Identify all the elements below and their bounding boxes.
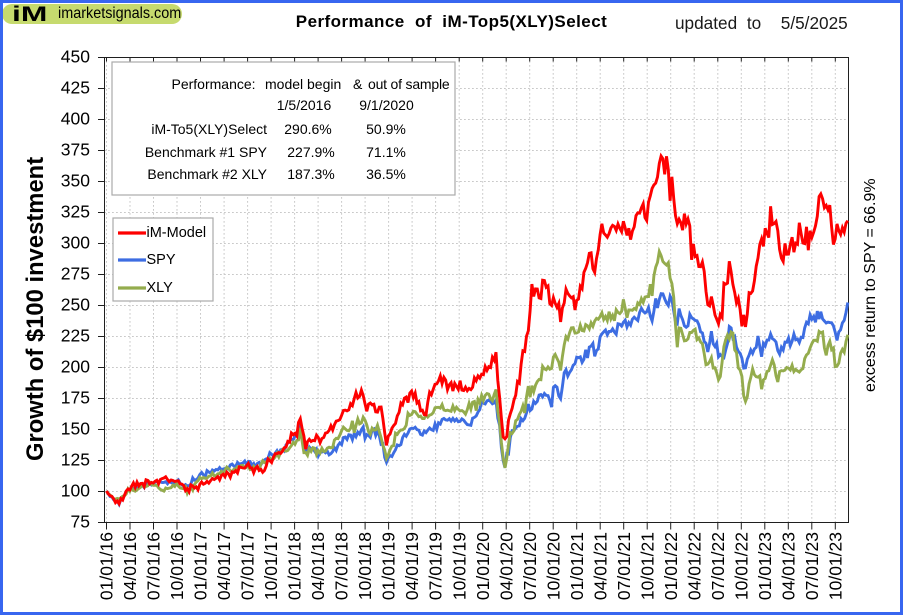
- svg-text:04/01/17: 04/01/17: [214, 532, 234, 600]
- svg-text:375: 375: [61, 140, 90, 160]
- svg-text:07/01/22: 07/01/22: [708, 532, 728, 600]
- svg-text:iM-To5(XLY)Select: iM-To5(XLY)Select: [151, 121, 267, 137]
- svg-text:XLY: XLY: [147, 280, 174, 296]
- svg-text:iM-Model: iM-Model: [147, 225, 207, 241]
- svg-text:07/01/18: 07/01/18: [332, 532, 352, 600]
- svg-text:425: 425: [61, 78, 90, 98]
- svg-text:04/01/19: 04/01/19: [402, 532, 422, 600]
- svg-text:04/01/20: 04/01/20: [496, 532, 516, 600]
- svg-text:75: 75: [71, 512, 90, 532]
- svg-text:04/01/23: 04/01/23: [778, 532, 798, 600]
- svg-text:10/01/23: 10/01/23: [825, 532, 845, 600]
- svg-text:150: 150: [61, 419, 90, 439]
- svg-text:01/01/17: 01/01/17: [191, 532, 211, 600]
- svg-text:01/01/21: 01/01/21: [567, 532, 587, 600]
- svg-text:50.9%: 50.9%: [366, 121, 406, 137]
- svg-text:1/5/2016: 1/5/2016: [277, 97, 332, 113]
- svg-text:10/01/18: 10/01/18: [355, 532, 375, 600]
- svg-text:250: 250: [61, 295, 90, 315]
- svg-text:227.9%: 227.9%: [287, 144, 334, 160]
- svg-text:Benchmark #2 XLY: Benchmark #2 XLY: [147, 166, 267, 182]
- svg-text:225: 225: [61, 326, 90, 346]
- svg-text:01/01/22: 01/01/22: [661, 532, 681, 600]
- svg-text:Benchmark #1 SPY: Benchmark #1 SPY: [145, 144, 268, 160]
- svg-text:10/01/17: 10/01/17: [261, 532, 281, 600]
- svg-text:36.5%: 36.5%: [366, 166, 406, 182]
- svg-text:200: 200: [61, 357, 90, 377]
- svg-text:07/01/19: 07/01/19: [426, 532, 446, 600]
- svg-text:10/01/20: 10/01/20: [543, 532, 563, 600]
- svg-text:&: &: [353, 76, 363, 92]
- svg-text:71.1%: 71.1%: [366, 144, 406, 160]
- svg-text:175: 175: [61, 388, 90, 408]
- svg-text:350: 350: [61, 171, 90, 191]
- svg-text:01/01/20: 01/01/20: [473, 532, 493, 600]
- svg-text:10/01/16: 10/01/16: [167, 532, 187, 600]
- svg-text:out of sample: out of sample: [368, 76, 450, 92]
- svg-text:290.6%: 290.6%: [284, 121, 331, 137]
- svg-text:07/01/23: 07/01/23: [802, 532, 822, 600]
- svg-text:04/01/22: 04/01/22: [684, 532, 704, 600]
- svg-text:01/01/16: 01/01/16: [97, 532, 117, 600]
- svg-text:10/01/21: 10/01/21: [637, 532, 657, 600]
- svg-text:model begin: model begin: [265, 76, 341, 92]
- svg-text:450: 450: [61, 47, 90, 67]
- svg-text:125: 125: [61, 450, 90, 470]
- svg-text:275: 275: [61, 264, 90, 284]
- svg-text:9/1/2020: 9/1/2020: [359, 97, 414, 113]
- svg-text:325: 325: [61, 202, 90, 222]
- svg-text:07/01/17: 07/01/17: [238, 532, 258, 600]
- svg-text:07/01/16: 07/01/16: [144, 532, 164, 600]
- svg-text:01/01/19: 01/01/19: [379, 532, 399, 600]
- svg-text:07/01/21: 07/01/21: [614, 532, 634, 600]
- svg-text:300: 300: [61, 233, 90, 253]
- svg-text:04/01/18: 04/01/18: [308, 532, 328, 600]
- svg-text:100: 100: [61, 481, 90, 501]
- svg-text:400: 400: [61, 109, 90, 129]
- svg-text:04/01/21: 04/01/21: [590, 532, 610, 600]
- svg-text:01/01/18: 01/01/18: [285, 532, 305, 600]
- svg-text:SPY: SPY: [147, 252, 176, 268]
- svg-text:07/01/20: 07/01/20: [520, 532, 540, 600]
- svg-text:04/01/16: 04/01/16: [120, 532, 140, 600]
- svg-text:10/01/22: 10/01/22: [731, 532, 751, 600]
- svg-text:01/01/23: 01/01/23: [755, 532, 775, 600]
- svg-text:10/01/19: 10/01/19: [449, 532, 469, 600]
- svg-text:187.3%: 187.3%: [287, 166, 334, 182]
- svg-text:Performance:: Performance:: [172, 76, 256, 92]
